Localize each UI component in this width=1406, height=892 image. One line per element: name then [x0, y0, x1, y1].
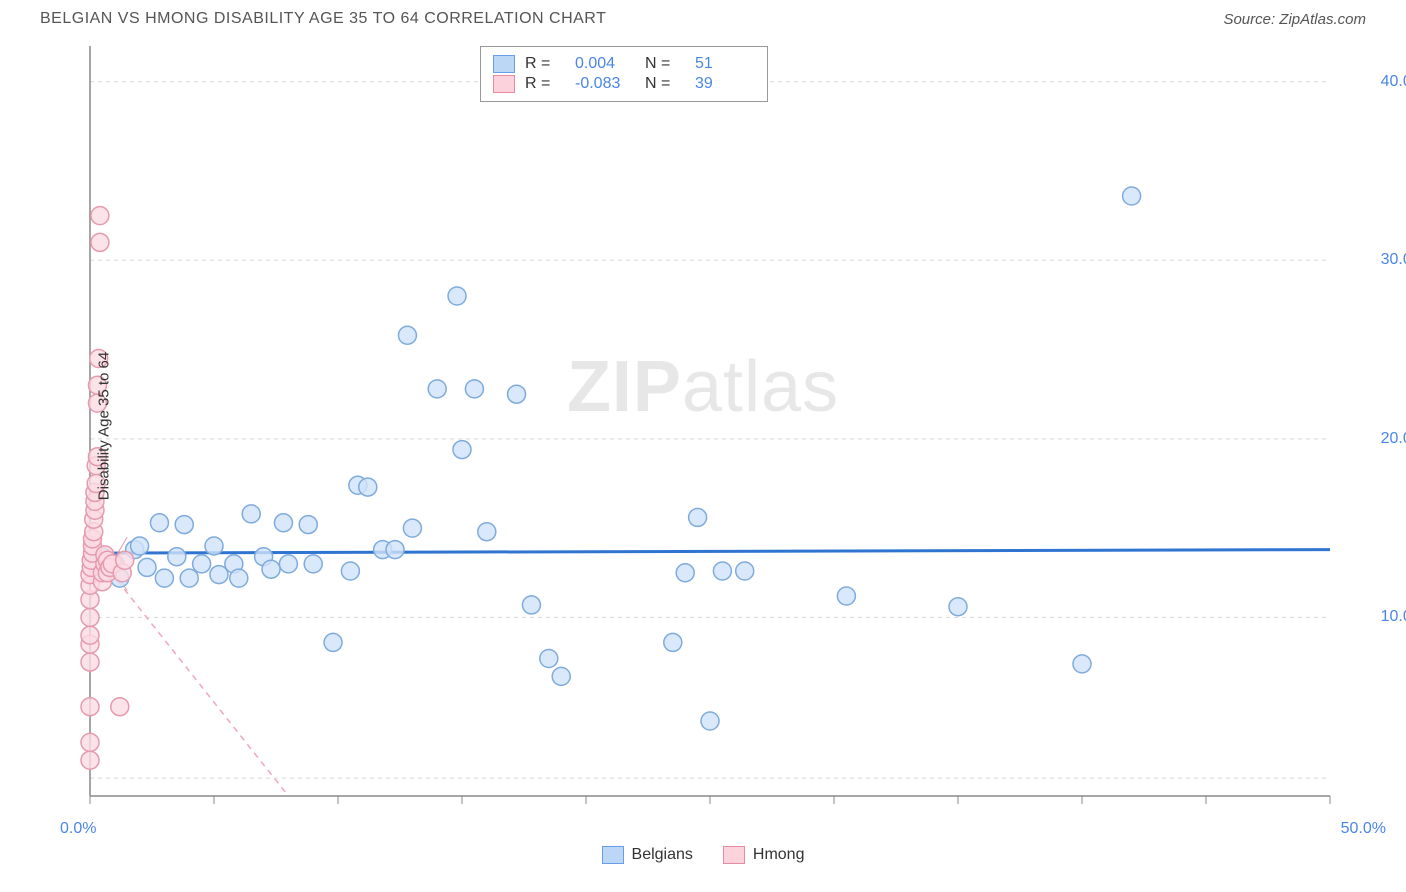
legend-label: Belgians	[632, 846, 693, 864]
y-tick-label: 10.0%	[1381, 608, 1406, 626]
scatter-plot	[40, 36, 1340, 816]
y-tick-label: 20.0%	[1381, 430, 1406, 448]
legend-label: Hmong	[753, 846, 805, 864]
chart-header: BELGIAN VS HMONG DISABILITY AGE 35 TO 64…	[10, 10, 1396, 36]
legend-n-label: N =	[645, 75, 685, 93]
correlation-legend: R = 0.004 N = 51 R = -0.083 N = 39	[480, 46, 768, 102]
series-legend: Belgians Hmong	[10, 846, 1396, 864]
legend-swatch	[723, 846, 745, 864]
legend-r-value: 0.004	[575, 55, 635, 73]
y-tick-label: 30.0%	[1381, 251, 1406, 269]
x-tick-min: 0.0%	[60, 820, 96, 838]
x-tick-max: 50.0%	[1341, 820, 1386, 838]
legend-row: R = -0.083 N = 39	[493, 75, 755, 93]
x-tick-labels: 0.0% 50.0%	[60, 820, 1386, 838]
legend-row: R = 0.004 N = 51	[493, 55, 755, 73]
legend-r-label: R =	[525, 75, 565, 93]
chart-title: BELGIAN VS HMONG DISABILITY AGE 35 TO 64…	[40, 10, 606, 28]
legend-n-value: 39	[695, 75, 755, 93]
series-legend-item: Belgians	[602, 846, 693, 864]
y-axis-label: Disability Age 35 to 64	[96, 352, 113, 500]
chart-source: Source: ZipAtlas.com	[1223, 11, 1366, 28]
series-legend-item: Hmong	[723, 846, 805, 864]
legend-swatch	[602, 846, 624, 864]
legend-n-value: 51	[695, 55, 755, 73]
legend-swatch	[493, 75, 515, 93]
chart-area: Disability Age 35 to 64 ZIPatlas 10.0%20…	[40, 36, 1366, 816]
legend-swatch	[493, 55, 515, 73]
legend-r-value: -0.083	[575, 75, 635, 93]
y-tick-label: 40.0%	[1381, 73, 1406, 91]
legend-n-label: N =	[645, 55, 685, 73]
legend-r-label: R =	[525, 55, 565, 73]
